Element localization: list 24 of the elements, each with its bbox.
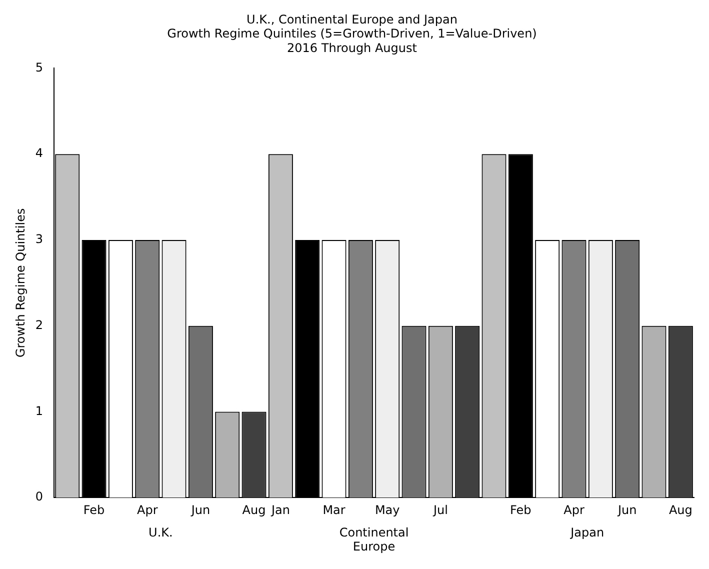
chart-subtitle: Growth Regime Quintiles (5=Growth-Driven, 1=Value-Driven) 2016 Through August xyxy=(167,26,537,56)
x-tick-label: Feb xyxy=(510,502,532,517)
x-tick-label: Apr xyxy=(136,502,158,517)
x-tick-label: May xyxy=(374,502,400,517)
y-tick-label: 3 xyxy=(35,232,44,246)
x-tick-label: Apr xyxy=(564,502,584,517)
text: Japan xyxy=(570,526,604,540)
y-tick-label: 2 xyxy=(35,318,44,332)
x-tick-label: Aug xyxy=(242,502,266,517)
chart-title: U.K., Continental Europe and Japan xyxy=(246,12,458,26)
x-tick-label: Mar xyxy=(322,502,346,517)
x-tick-label: Feb xyxy=(83,502,105,517)
y-axis-title: Growth Regime Quintiles xyxy=(13,208,28,358)
x-tick-label: Jun xyxy=(190,502,210,517)
x-tick-label: Aug xyxy=(668,502,692,517)
x-tick-label: Jan xyxy=(270,502,290,517)
y-tick-label: 5 xyxy=(35,60,44,74)
y-tick-label: 1 xyxy=(35,404,44,418)
x-tick-label: Jul xyxy=(432,502,448,517)
y-tick-label: 4 xyxy=(35,146,44,160)
x-tick-label: Jun xyxy=(616,502,637,517)
y-tick-label: 0 xyxy=(35,490,44,504)
text: Continental Europe xyxy=(339,526,409,554)
text: U.K. xyxy=(148,526,173,540)
